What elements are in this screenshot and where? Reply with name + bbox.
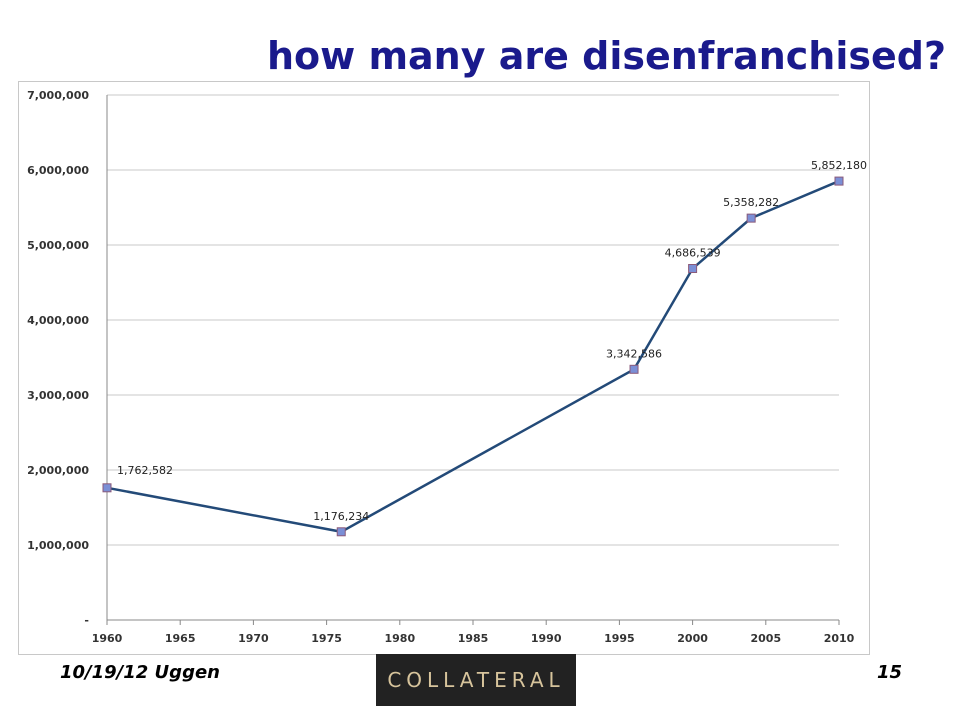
y-tick-labels: - 1,000,000 2,000,000 3,000,000 4,000,000 5,0… <box>27 89 89 627</box>
data-label-layer: 1,762,582 1,176,234 3,342,586 4,686,539 5,35… <box>117 159 867 523</box>
y-tick-label: 7,000,000 <box>27 89 89 102</box>
data-label: 5,358,282 <box>723 196 779 209</box>
x-tick-label: 1985 <box>458 632 489 645</box>
slide-title: how many are disenfranchised? <box>266 34 946 78</box>
data-point <box>834 176 844 186</box>
data-point <box>746 213 756 223</box>
data-label: 1,762,582 <box>117 464 173 477</box>
x-tick-label: 1970 <box>238 632 269 645</box>
y-tick-label: 4,000,000 <box>27 314 89 327</box>
x-tick-label: 1990 <box>531 632 562 645</box>
y-tick-label: 5,000,000 <box>27 239 89 252</box>
y-tick-label: 1,000,000 <box>27 539 89 552</box>
x-tick-label: 2010 <box>824 632 855 645</box>
y-tick-label: 3,000,000 <box>27 389 89 402</box>
page-number: 15 <box>876 662 902 683</box>
marker-layer <box>102 176 844 537</box>
x-tick-label: 1980 <box>384 632 415 645</box>
collateral-logo: COLLATERAL <box>376 654 576 706</box>
x-tick-labels: 1960 1965 1970 1975 1980 1985 1990 1995 2000 2005… <box>92 632 855 645</box>
data-point <box>688 264 698 274</box>
data-point <box>336 527 346 537</box>
x-tick-label: 1960 <box>92 632 123 645</box>
data-label: 4,686,539 <box>665 247 721 260</box>
grid-layer <box>106 94 840 625</box>
x-tick-label: 2005 <box>750 632 781 645</box>
y-tick-label: - <box>84 614 89 627</box>
x-tick-label: 1975 <box>311 632 342 645</box>
y-tick-label: 6,000,000 <box>27 164 89 177</box>
data-point <box>102 483 112 493</box>
y-tick-label: 2,000,000 <box>27 464 89 477</box>
data-label: 1,176,234 <box>313 510 369 523</box>
chart-svg: - 1,000,000 2,000,000 3,000,000 4,000,000 5,0… <box>27 89 867 645</box>
data-point <box>629 364 639 374</box>
data-label: 3,342,586 <box>606 347 662 360</box>
x-tick-label: 2000 <box>677 632 708 645</box>
footer-date-author: 10/19/12 Uggen <box>60 662 220 683</box>
line-chart: - 1,000,000 2,000,000 3,000,000 4,000,000 5,0… <box>18 81 870 655</box>
series-line <box>106 179 840 534</box>
x-tick-label: 1995 <box>604 632 635 645</box>
data-label: 5,852,180 <box>811 159 867 172</box>
series-layer <box>106 179 840 534</box>
x-tick-label: 1965 <box>165 632 196 645</box>
